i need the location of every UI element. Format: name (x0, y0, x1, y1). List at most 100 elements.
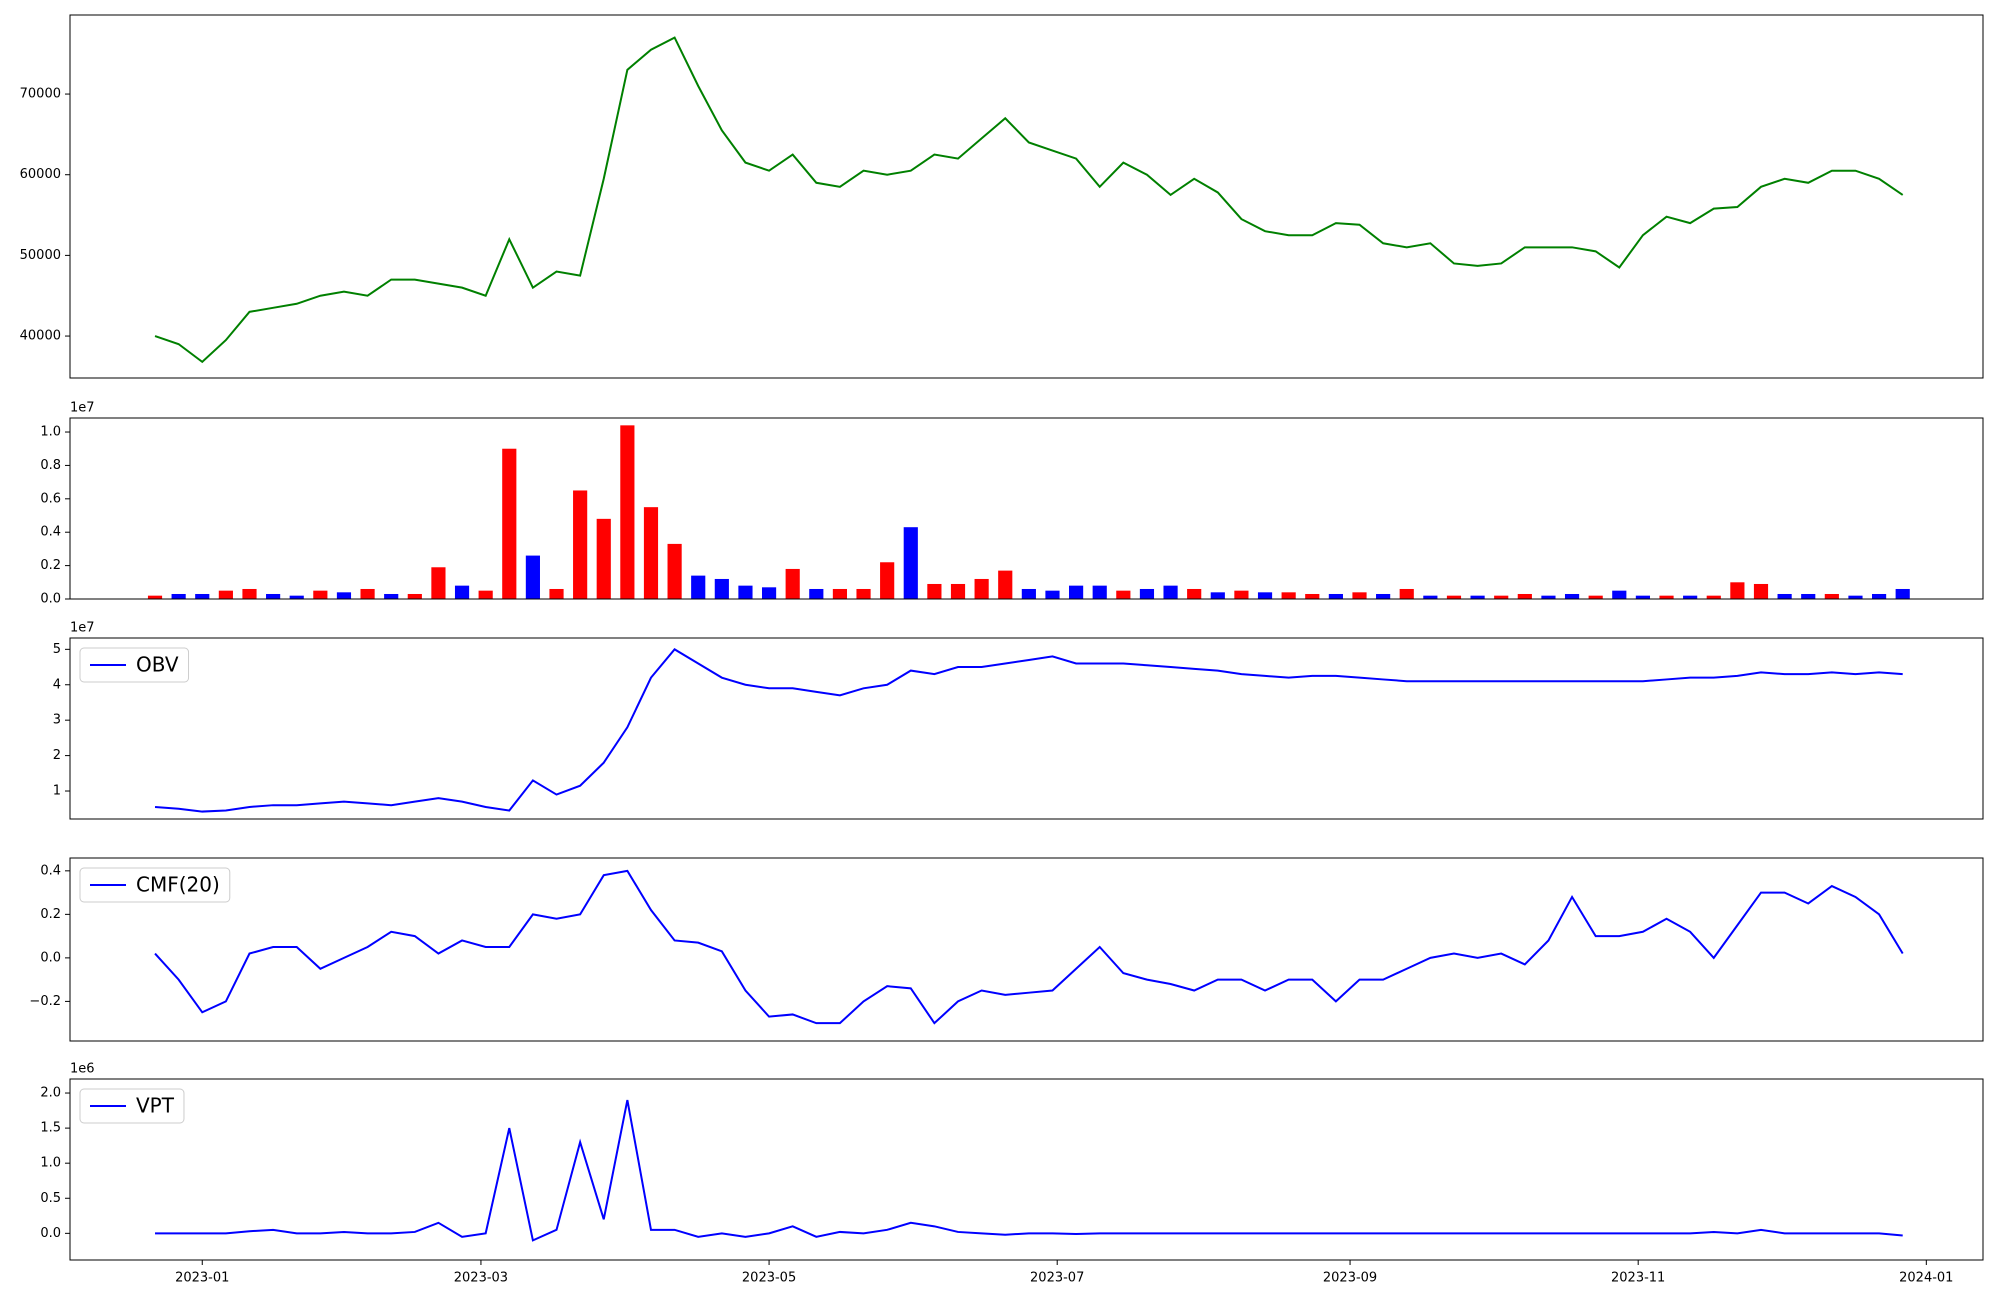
volume-bar (1234, 590, 1249, 599)
axes-frame (69, 14, 1984, 379)
volume-bar (478, 590, 493, 599)
legend-label: OBV (136, 653, 179, 677)
volume-bar (1045, 590, 1060, 599)
volume-bar (809, 588, 824, 599)
axes-frame (69, 857, 1984, 1042)
volume-bar (691, 575, 706, 599)
y-tick-label: 1.5 (40, 1121, 61, 1136)
y-tick-label: 40000 (20, 329, 61, 344)
volume-bar (1163, 585, 1178, 599)
panel: −0.2 0.0 0.2 0.4 CMF(20) (29, 857, 1984, 1042)
y-tick-label: 4 (53, 677, 61, 692)
volume-bar (643, 507, 659, 599)
volume-bar (1517, 593, 1532, 599)
volume-bar (1257, 592, 1273, 599)
volume-bar (1541, 595, 1556, 599)
x-tick-label: 2023-03 (454, 1271, 508, 1286)
volume-bar (1281, 592, 1296, 599)
panel: 0.0 0.5 1.0 1.5 2.0 2023-01 2023-03 2023-05 2023… (40, 1062, 1984, 1286)
y-tick-label: 60000 (20, 167, 61, 182)
axes-frame (69, 1078, 1984, 1261)
volume-bar (195, 593, 210, 599)
indicator-line (154, 648, 1903, 813)
volume-bar (903, 527, 918, 599)
volume-bar (1494, 595, 1509, 599)
axis-offset-label: 1e7 (70, 401, 95, 416)
volume-bar (573, 490, 588, 599)
y-tick-label: 1.0 (40, 1156, 61, 1171)
y-tick-label: 70000 (20, 87, 61, 102)
volume-bar (738, 585, 753, 599)
indicator-line (155, 1099, 1903, 1242)
axes-frame (69, 417, 1984, 600)
x-tick-label: 2023-07 (1030, 1271, 1084, 1286)
volume-bar (1848, 595, 1863, 599)
volume-bar (1635, 595, 1650, 599)
volume-bar (1871, 593, 1887, 599)
volume-bar (242, 588, 257, 599)
volume-bar (1753, 583, 1769, 599)
y-tick-label: 0.0 (40, 592, 61, 607)
volume-bar (266, 593, 281, 599)
volume-bar (384, 593, 399, 599)
y-tick-label: 0.2 (40, 907, 61, 922)
volume-bar (1730, 582, 1745, 599)
volume-bar (856, 588, 871, 599)
volume-bar (502, 448, 517, 599)
axis-offset-label: 1e7 (70, 621, 95, 636)
x-tick-label: 2023-09 (1323, 1271, 1377, 1286)
y-tick-label: −0.2 (29, 994, 61, 1009)
volume-bar (1706, 595, 1721, 599)
volume-bar (1399, 588, 1414, 599)
volume-bar (1187, 588, 1202, 599)
volume-bar (147, 595, 163, 599)
volume-bar (1305, 593, 1320, 599)
volume-bar (1116, 590, 1131, 599)
volume-bar (1588, 595, 1603, 599)
x-tick-label: 2023-05 (742, 1271, 796, 1286)
volume-bar (974, 578, 989, 599)
legend-box (79, 1088, 185, 1124)
volume-bar (714, 578, 729, 599)
y-tick-label: 0.0 (40, 1226, 61, 1241)
volume-bar (525, 555, 540, 599)
volume-bar (832, 588, 848, 599)
volume-bar (360, 588, 375, 599)
volume-bar (667, 543, 682, 599)
y-tick-label: 0.4 (40, 525, 61, 540)
volume-bar (549, 588, 564, 599)
axes-frame (69, 637, 1984, 820)
panel: 1 2 3 4 5 1e7 OBV (53, 621, 1984, 820)
volume-bar (407, 593, 422, 599)
y-tick-label: 0.4 (40, 863, 61, 878)
y-tick-label: 0.8 (40, 458, 61, 473)
volume-bar (431, 567, 446, 599)
y-tick-label: 0.0 (40, 950, 61, 965)
volume-bar (880, 562, 895, 599)
y-tick-label: 0.6 (40, 491, 61, 506)
volume-bar (761, 587, 777, 599)
volume-bar (927, 583, 942, 599)
volume-bar (1683, 595, 1698, 599)
volume-bar (1328, 593, 1343, 599)
volume-bar (1564, 593, 1580, 599)
volume-bar (1895, 588, 1910, 599)
legend-box (79, 867, 231, 903)
volume-bar (336, 592, 352, 599)
volume-bar (1376, 593, 1391, 599)
axis-offset-label: 1e6 (70, 1062, 95, 1077)
indicator-line (154, 869, 1904, 1025)
volume-bar (1612, 590, 1627, 599)
panel: 0.0 0.2 0.4 0.6 0.8 1.0 1e7 (40, 401, 1984, 607)
volume-bar (313, 590, 328, 599)
volume-bar (596, 518, 611, 599)
volume-bar (998, 570, 1013, 599)
y-tick-label: 2.0 (40, 1086, 61, 1101)
volume-bar (1069, 585, 1084, 599)
volume-bar (1210, 592, 1225, 599)
volume-bar (620, 425, 635, 599)
volume-bar (1801, 593, 1816, 599)
volume-bar (1423, 595, 1438, 599)
y-tick-label: 1.0 (40, 425, 61, 440)
